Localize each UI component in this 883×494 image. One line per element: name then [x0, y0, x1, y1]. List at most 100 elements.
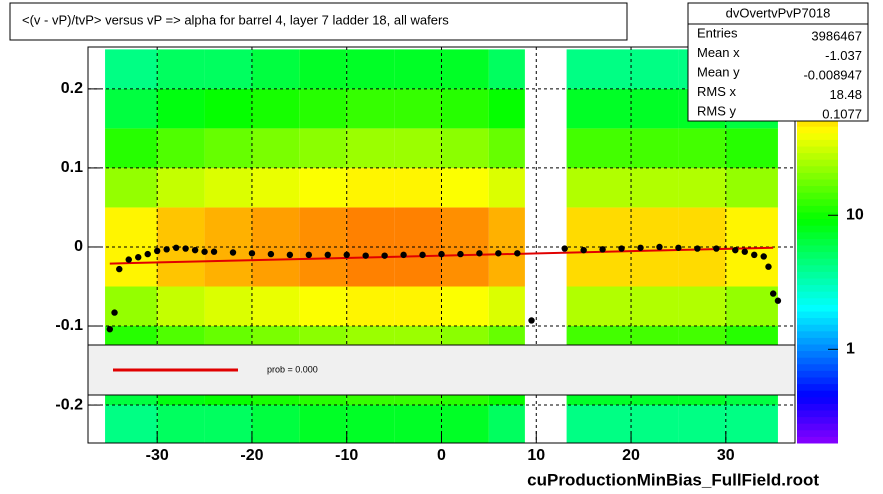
stats-value: 0.1077: [822, 106, 862, 121]
heat-cell: [631, 88, 679, 129]
colorbar-step: [797, 238, 838, 246]
profile-point: [125, 256, 132, 263]
profile-point: [770, 290, 777, 297]
profile-point: [514, 250, 521, 257]
heat-cell: [678, 246, 726, 287]
profile-point: [106, 325, 113, 333]
y-tick-label: -0.2: [55, 396, 83, 413]
heat-cell: [299, 207, 347, 247]
heat-cell: [105, 128, 158, 168]
stats-value: 18.48: [829, 87, 862, 102]
heat-cell: [204, 128, 252, 168]
heat-cell: [251, 405, 300, 443]
heat-cell: [346, 207, 395, 247]
profile-point: [400, 251, 407, 259]
heat-cell: [346, 88, 395, 129]
heat-cell: [251, 207, 300, 247]
heat-cell: [346, 49, 395, 89]
heat-cell: [678, 286, 726, 327]
heat-cell: [299, 286, 347, 327]
profile-point: [495, 250, 502, 257]
heat-cell: [105, 49, 158, 89]
profile-point: [637, 244, 644, 251]
heat-cell: [157, 49, 205, 89]
profile-point: [163, 246, 170, 253]
colorbar-step: [797, 245, 838, 253]
colorbar-step: [797, 436, 838, 444]
profile-point: [267, 250, 275, 258]
profile-point: [751, 251, 758, 259]
colorbar-step: [797, 370, 838, 378]
heat-cell: [299, 88, 347, 129]
chart-title: <(v - vP)/tvP> versus vP => alpha for ba…: [22, 12, 449, 27]
colorbar-step: [797, 390, 838, 398]
colorbar-step: [797, 192, 838, 200]
x-tick-label: -20: [240, 447, 263, 464]
colorbar-step: [797, 179, 838, 187]
heat-cell: [346, 405, 395, 443]
colorbar-step: [797, 172, 838, 180]
colorbar-step: [797, 119, 838, 127]
colorbar-step: [797, 396, 838, 404]
heat-cell: [566, 246, 632, 287]
heat-cell: [631, 207, 679, 247]
profile-point: [381, 252, 388, 259]
heat-cell: [251, 128, 300, 168]
colorbar-step: [797, 251, 838, 259]
profile-point: [286, 251, 294, 259]
profile-point: [182, 245, 189, 252]
heat-cell: [394, 286, 442, 327]
heat-cell: [488, 286, 525, 327]
colorbar-step: [797, 317, 838, 325]
heat-cell: [441, 88, 489, 129]
heat-cell: [105, 286, 158, 327]
colorbar-step: [797, 363, 838, 371]
profile-point: [774, 297, 782, 304]
heat-cell: [631, 128, 679, 168]
heat-cell: [725, 207, 778, 247]
heat-cell: [299, 128, 347, 168]
heat-cell: [488, 405, 525, 443]
heat-cell: [441, 286, 489, 327]
x-tick-label: 30: [717, 447, 735, 464]
colorbar-step: [797, 324, 838, 332]
heat-cell: [105, 207, 158, 247]
heat-cell: [346, 286, 395, 327]
y-tick-label: 0.2: [61, 80, 83, 97]
colorbar-step: [797, 264, 838, 272]
heat-cell: [204, 286, 252, 327]
heat-cell: [566, 49, 632, 89]
heat-cell: [204, 88, 252, 129]
heat-cell: [441, 405, 489, 443]
heat-cell: [251, 88, 300, 129]
heat-cell: [394, 167, 442, 208]
heat-cell: [105, 405, 158, 443]
heat-cell: [566, 128, 632, 168]
colorbar-step: [797, 165, 838, 173]
profile-point: [618, 245, 625, 252]
colorbar-step: [797, 291, 838, 299]
colorbar-step: [797, 350, 838, 358]
title-box: [9, 2, 628, 41]
heat-cell: [488, 49, 525, 89]
heat-cell: [488, 167, 525, 208]
heat-cell: [678, 207, 726, 247]
colorbar-step: [797, 383, 838, 391]
heat-cell: [566, 405, 632, 443]
colorbar-step: [797, 429, 838, 437]
colorbar-step: [797, 297, 838, 305]
colorbar-step: [797, 416, 838, 424]
colorbar-step: [797, 344, 838, 352]
profile-point: [528, 317, 535, 324]
profile-point: [419, 251, 426, 259]
profile-point: [713, 245, 720, 252]
x-tick-label: 0: [437, 447, 446, 464]
heat-cell: [488, 207, 525, 247]
heat-cell: [204, 167, 252, 208]
profile-point: [144, 250, 151, 258]
colorbar-step: [797, 423, 838, 431]
heat-cell: [394, 128, 442, 168]
colorbar-step: [797, 205, 838, 213]
stats-label: Mean x: [697, 45, 740, 60]
heat-cell: [157, 88, 205, 129]
